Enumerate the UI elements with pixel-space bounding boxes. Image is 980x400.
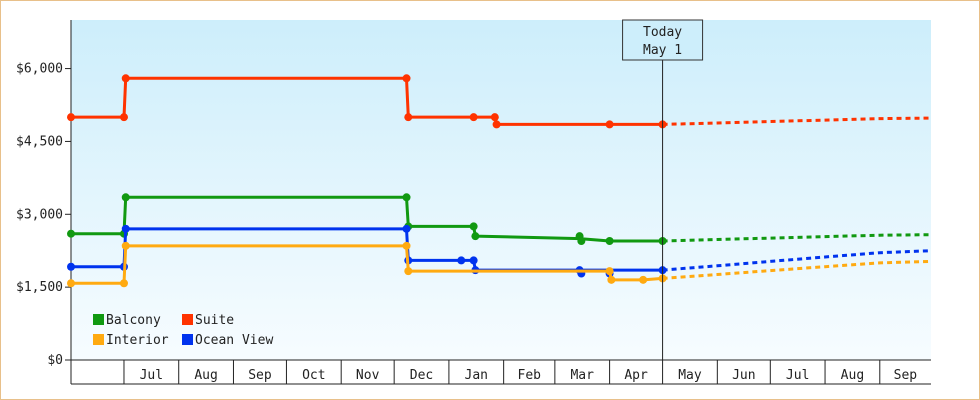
data-point-suite-3	[402, 74, 411, 83]
forecast-line-balcony	[662, 233, 932, 243]
data-point-suite-2	[121, 74, 130, 83]
today-callout-box	[622, 19, 704, 61]
x-tick-label-aug-13: Aug	[841, 368, 864, 383]
data-point-suite-6	[490, 113, 499, 122]
data-point-ocean-view-2	[121, 224, 130, 233]
x-tick-label-nov-4: Nov	[356, 368, 380, 383]
x-tick-label-sep-2: Sep	[248, 368, 272, 383]
data-point-ocean-view-3	[402, 224, 411, 233]
x-tick-label-mar-8: Mar	[570, 368, 594, 383]
x-tick-label-dec-5: Dec	[410, 368, 433, 383]
data-point-interior-0	[67, 279, 75, 288]
forecast-line-ocean-view	[662, 249, 932, 272]
legend-swatch-balcony	[93, 314, 104, 325]
legend-label-ocean-view: Ocean View	[195, 333, 273, 348]
series-line-interior	[71, 244, 663, 285]
series-line-suite	[71, 76, 663, 126]
today-marker: Today May 1	[622, 19, 704, 360]
data-point-interior-2	[121, 241, 130, 250]
x-tick-label-feb-7: Feb	[518, 368, 542, 383]
x-tick-label-jul-12: Jul	[786, 368, 809, 383]
data-point-balcony-5	[469, 222, 478, 231]
series-layer	[67, 74, 932, 288]
data-point-suite-8	[605, 120, 614, 129]
y-tick-label: $0	[47, 353, 63, 368]
data-point-suite-5	[469, 113, 478, 122]
x-tick-label-may-10: May	[678, 368, 702, 383]
data-point-interior-6	[607, 275, 616, 284]
series-line-balcony	[71, 195, 663, 243]
forecast-line-interior	[662, 259, 932, 280]
data-point-interior-1	[119, 279, 128, 288]
legend-label-balcony: Balcony	[106, 313, 161, 328]
today-date-label: May 1	[643, 43, 682, 58]
plot-background	[71, 20, 931, 360]
data-point-suite-7	[492, 120, 501, 129]
x-tick-label-apr-9: Apr	[624, 368, 648, 383]
legend-swatch-suite	[182, 314, 193, 325]
legend-swatch-interior	[93, 334, 104, 345]
data-point-suite-0	[67, 113, 75, 122]
data-point-balcony-0	[67, 229, 75, 238]
data-point-balcony-3	[402, 193, 411, 202]
data-point-balcony-8	[577, 237, 586, 245]
data-point-suite-4	[404, 113, 413, 122]
legend-label-interior: Interior	[106, 333, 169, 348]
data-point-suite-1	[119, 113, 128, 122]
y-tick-label: $4,500	[16, 134, 63, 149]
data-point-interior-4	[404, 267, 413, 276]
y-tick-label: $1,500	[16, 280, 63, 295]
data-point-interior-3	[402, 241, 411, 250]
x-tick-label-jun-11: Jun	[732, 368, 755, 383]
legend-label-suite: Suite	[195, 313, 234, 328]
x-tick-label-aug-1: Aug	[194, 368, 217, 383]
today-label: Today	[643, 25, 682, 40]
x-tick-label-jan-6: Jan	[465, 368, 488, 383]
axes: $0 $1,500 $3,000 $4,500 $6,000 Jul Aug Sep Oct No…	[16, 20, 931, 385]
x-tick-label-jul-0: Jul	[140, 368, 163, 383]
data-point-balcony-9	[605, 237, 614, 245]
data-point-interior-5	[605, 267, 614, 276]
data-point-balcony-6	[471, 232, 480, 241]
data-point-interior-7	[639, 275, 648, 284]
data-point-balcony-2	[121, 193, 130, 202]
x-tick-label-sep-14: Sep	[894, 368, 918, 383]
data-point-ocean-view-5	[457, 256, 466, 265]
y-tick-label: $6,000	[16, 62, 63, 77]
x-tick-label-oct-3: Oct	[302, 368, 325, 383]
legend: Balcony Suite Interior Ocean View	[93, 313, 273, 348]
legend-swatch-ocean-view	[182, 334, 193, 345]
forecast-line-suite	[662, 116, 932, 126]
data-point-ocean-view-6	[469, 256, 478, 265]
data-point-ocean-view-0	[67, 262, 75, 271]
y-tick-label: $3,000	[16, 207, 63, 222]
